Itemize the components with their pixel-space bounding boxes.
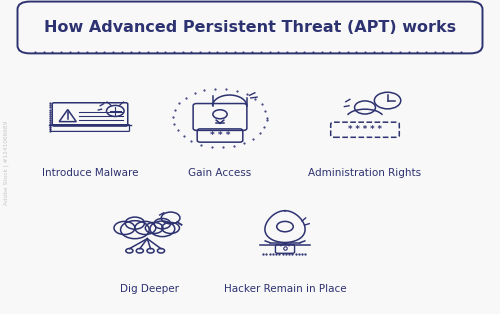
Text: Gain Access: Gain Access [188,168,252,178]
Text: * * * * *: * * * * * [348,125,382,134]
Text: Administration Rights: Administration Rights [308,168,422,178]
Text: Dig Deeper: Dig Deeper [120,284,180,294]
Text: Introduce Malware: Introduce Malware [42,168,138,178]
Text: Adobe Stock | #1241066689: Adobe Stock | #1241066689 [4,121,10,205]
Text: * * *: * * * [210,131,230,140]
Text: Hacker Remain in Place: Hacker Remain in Place [224,284,346,294]
Text: How Advanced Persistent Threat (APT) works: How Advanced Persistent Threat (APT) wor… [44,20,456,35]
